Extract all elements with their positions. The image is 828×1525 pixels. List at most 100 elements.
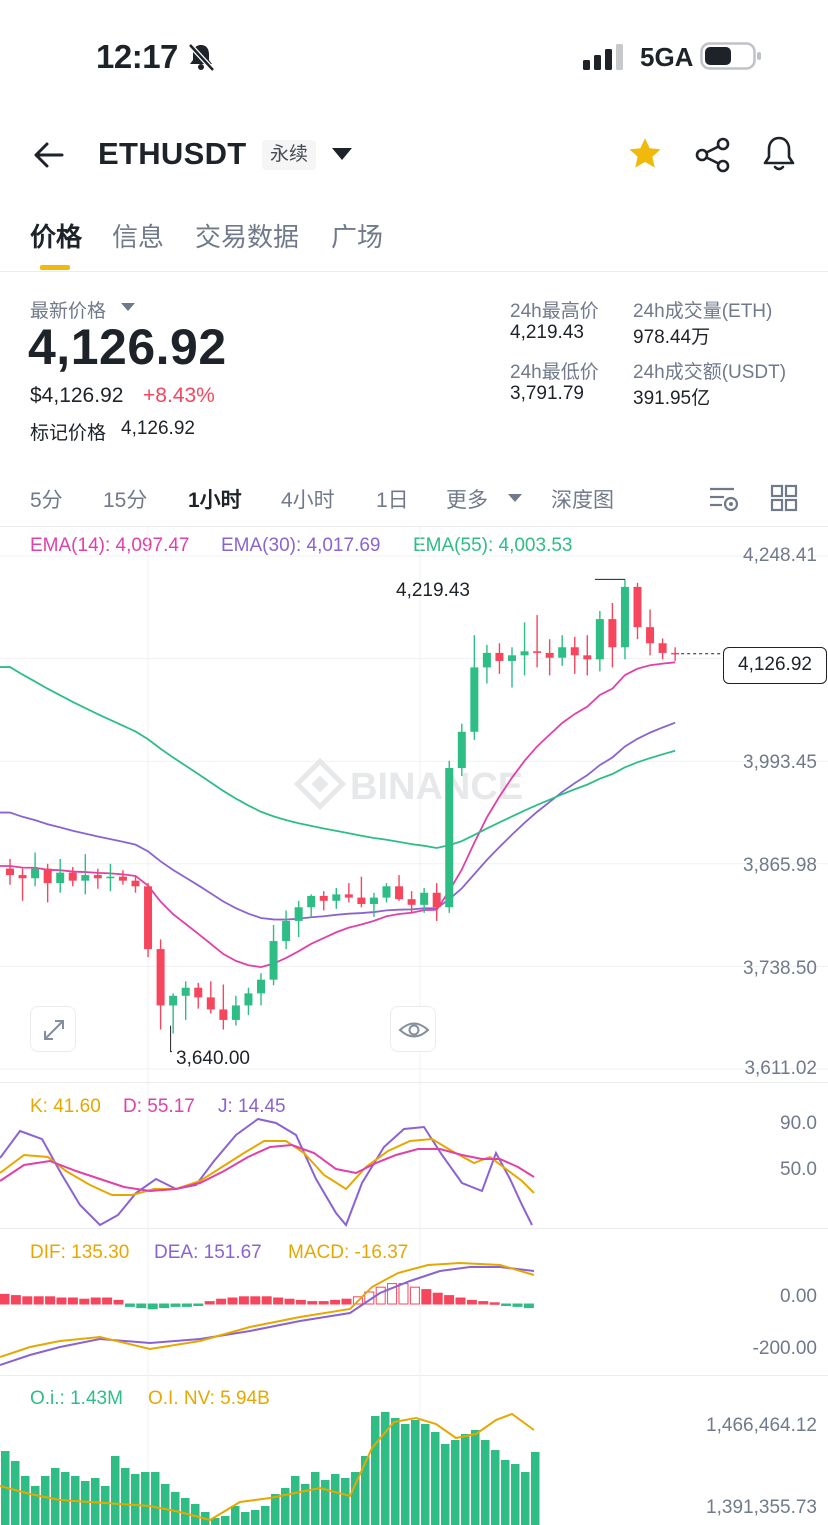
oi-bar — [41, 1476, 50, 1525]
candle-body — [457, 731, 466, 769]
oi-bar — [141, 1472, 150, 1525]
candle-body — [257, 979, 265, 994]
oi-bar — [191, 1504, 200, 1525]
tab-trading-data[interactable]: 交易数据 — [195, 222, 300, 252]
macd-bar — [444, 1295, 455, 1305]
kdj-d-label: D: 55.17 — [123, 1096, 195, 1117]
candle-body — [482, 652, 491, 668]
macd-chart — [0, 1229, 535, 1375]
more-caret-icon[interactable] — [508, 494, 522, 503]
layout-grid-icon[interactable] — [770, 484, 798, 512]
fullscreen-button[interactable] — [30, 1006, 76, 1052]
macd-bar — [466, 1299, 477, 1305]
toggle-visibility-button[interactable] — [390, 1006, 436, 1052]
interval-more[interactable]: 更多 — [446, 489, 488, 512]
macd-bar — [90, 1297, 101, 1305]
ema14-label: EMA(14): 4,097.47 — [30, 535, 190, 556]
eye-icon — [398, 1022, 430, 1038]
candle-body — [407, 899, 416, 905]
candle-body — [344, 894, 353, 898]
candle-body — [369, 897, 378, 905]
macd-bar — [501, 1303, 512, 1306]
symbol-title[interactable]: ETHUSDT — [98, 136, 247, 171]
interval-5m[interactable]: 5分 — [30, 489, 63, 512]
candle-body — [495, 652, 504, 661]
candle-body — [219, 1009, 228, 1020]
macd-bar — [56, 1297, 67, 1305]
caret-down-icon[interactable] — [121, 303, 135, 312]
kdj-tick: 50.0 — [780, 1159, 817, 1180]
low-marker-label: 3,640.00 — [176, 1048, 250, 1069]
last-price-label[interactable]: 最新价格 — [30, 301, 107, 322]
candle-body — [31, 868, 40, 879]
candle-body — [244, 993, 253, 1006]
macd-bar — [170, 1303, 181, 1307]
candle-body — [533, 651, 542, 653]
mark-price-label: 标记价格 — [30, 423, 107, 444]
candle-body — [131, 880, 140, 887]
macd-bar — [512, 1303, 523, 1307]
interval-1d[interactable]: 1日 — [376, 489, 409, 512]
active-tab-indicator — [40, 265, 70, 270]
candle-body — [206, 997, 215, 1010]
interval-1h[interactable]: 1小时 — [188, 489, 242, 512]
status-time: 12:17 — [96, 38, 178, 75]
macd-bar — [181, 1303, 192, 1307]
tab-square[interactable]: 广场 — [331, 222, 384, 252]
signal-icon — [583, 44, 623, 70]
divider — [0, 1228, 828, 1229]
oi-bar — [451, 1440, 460, 1525]
high-24h-label: 24h最高价 — [510, 301, 599, 322]
oi-bar — [101, 1486, 110, 1525]
expand-icon — [44, 1020, 64, 1040]
y-tick: 3,738.50 — [743, 958, 817, 979]
oi-bar — [391, 1418, 400, 1525]
open-interest-chart — [0, 1376, 540, 1525]
vol-usdt: 391.95亿 — [633, 388, 711, 409]
alert-bell-icon[interactable] — [760, 134, 798, 174]
divider — [0, 1375, 828, 1376]
star-favorite-icon[interactable] — [626, 136, 664, 172]
back-arrow-icon[interactable] — [32, 140, 66, 170]
tab-price[interactable]: 价格 — [30, 222, 83, 252]
interval-15m[interactable]: 15分 — [103, 489, 148, 512]
oi-bar — [31, 1486, 40, 1525]
candle-body — [294, 907, 303, 921]
last-price: 4,126.92 — [28, 319, 227, 375]
oi-bar — [61, 1472, 70, 1525]
macd-bar — [45, 1296, 56, 1305]
candle-body — [307, 895, 316, 908]
y-tick: 4,248.41 — [743, 545, 817, 566]
indicator-settings-icon[interactable] — [708, 484, 740, 514]
candle-body — [181, 987, 190, 996]
candle-body — [432, 892, 441, 908]
divider — [0, 271, 828, 272]
candlestick-chart[interactable]: BINANCE — [0, 527, 828, 1082]
macd-bar — [67, 1297, 78, 1305]
macd-bar — [113, 1299, 124, 1305]
macd-bar — [307, 1301, 318, 1305]
oi-label: O.i.: 1.43M — [30, 1388, 123, 1409]
usd-price: $4,126.92 — [30, 384, 124, 407]
oi-bar — [161, 1484, 170, 1525]
macd-bar — [79, 1298, 90, 1305]
chevron-down-icon[interactable] — [332, 148, 352, 162]
macd-value-label: MACD: -16.37 — [288, 1242, 409, 1263]
depth-chart[interactable]: 深度图 — [551, 489, 614, 512]
contract-type-badge: 永续 — [262, 140, 316, 170]
oi-bar — [461, 1434, 470, 1525]
ema55-line — [0, 666, 676, 849]
candle-body — [595, 619, 604, 660]
interval-4h[interactable]: 4小时 — [281, 489, 335, 512]
tab-info[interactable]: 信息 — [112, 222, 165, 252]
oi-bar — [411, 1420, 420, 1525]
watermark-text: BINANCE — [350, 766, 523, 808]
oi-bar — [481, 1440, 490, 1525]
share-icon[interactable] — [694, 136, 732, 174]
high-marker-label: 4,219.43 — [396, 580, 470, 601]
divider — [0, 526, 828, 527]
oi-bar — [271, 1494, 280, 1525]
oi-bar — [421, 1424, 430, 1525]
candle-body — [269, 941, 278, 980]
candle-body — [508, 655, 516, 661]
